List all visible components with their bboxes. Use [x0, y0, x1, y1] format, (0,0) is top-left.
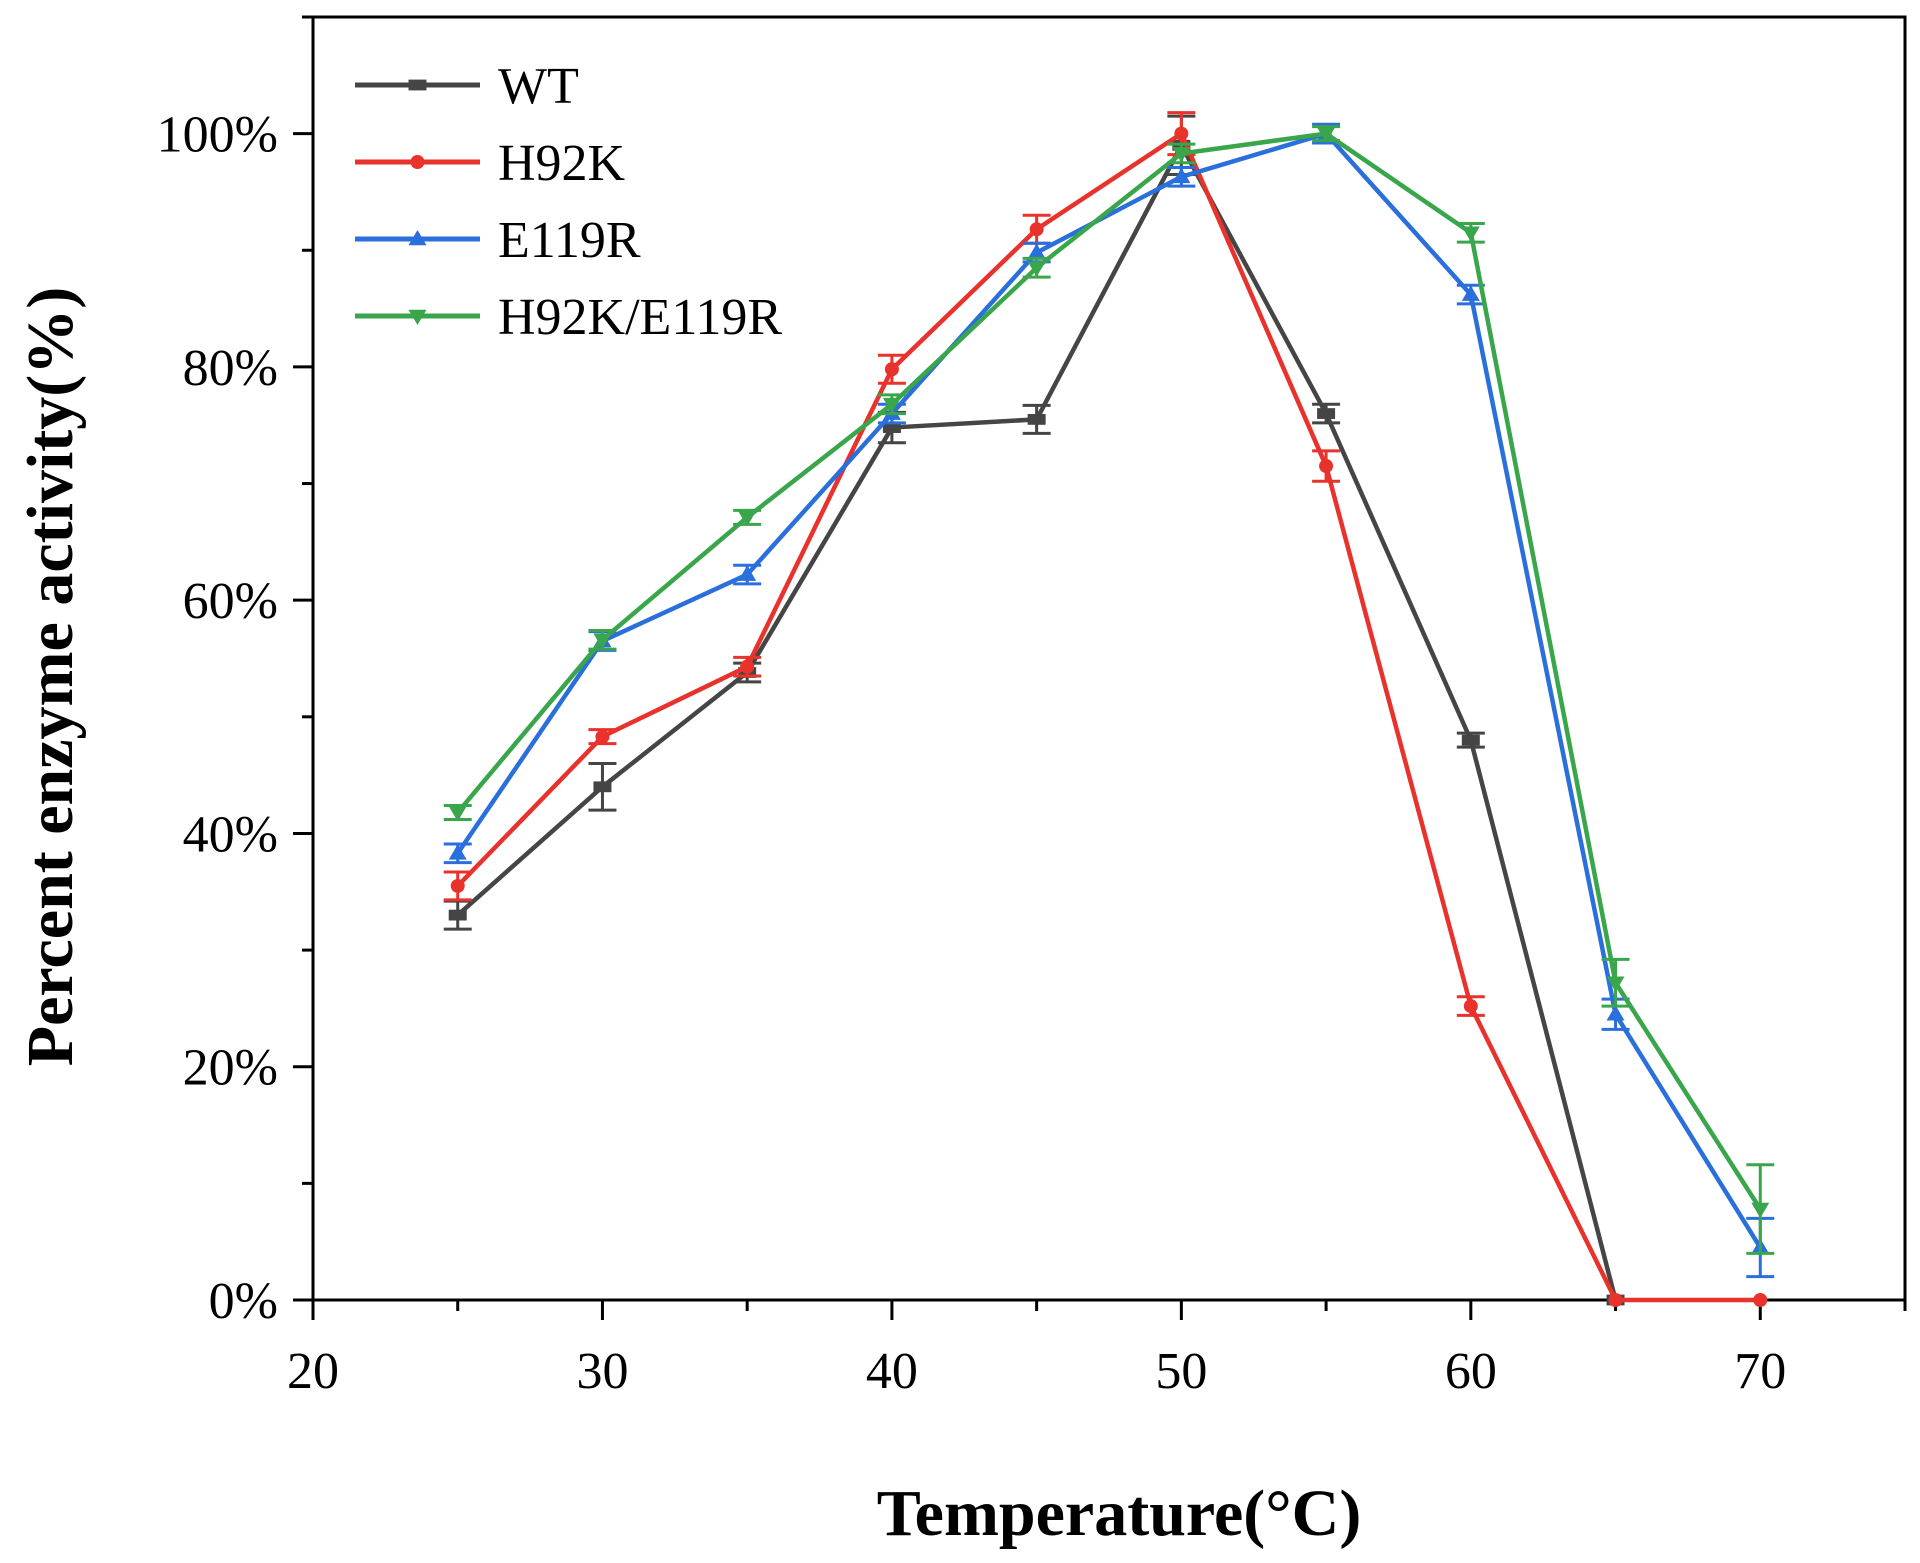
legend-item: E119R: [355, 212, 641, 269]
legend-label: H92K: [498, 135, 626, 192]
data-point: [1027, 413, 1046, 425]
data-point: [882, 422, 901, 433]
data-point: [1172, 147, 1191, 163]
series-line: [455, 131, 1763, 1249]
x-axis-title: Temperature(°C): [877, 1477, 1362, 1550]
legend: WT H92K E119R H92K/E119R: [355, 58, 782, 346]
y-tick-label: 40%: [183, 806, 278, 863]
y-tick-label: 60%: [183, 573, 278, 630]
series-layer: [443, 111, 1775, 1307]
series-line: [456, 131, 1763, 1211]
data-point: [1608, 1293, 1623, 1307]
legend-label: E119R: [498, 212, 641, 269]
data-point: [1753, 1293, 1768, 1307]
series-line: [456, 131, 1761, 1303]
x-tick-label: 60: [1445, 1343, 1497, 1400]
legend-marker: [408, 309, 427, 325]
data-point: [1461, 226, 1480, 242]
y-tick-label: 80%: [183, 340, 278, 397]
data-point: [740, 659, 755, 674]
data-point: [1027, 243, 1046, 259]
data-point: [738, 565, 757, 581]
x-tick-label: 70: [1734, 1343, 1786, 1400]
data-point: [1461, 734, 1480, 746]
data-point: [1751, 1202, 1770, 1219]
axes-frame: [311, 15, 1907, 1302]
y-tick-label: 100%: [157, 107, 278, 164]
legend-marker: [410, 155, 425, 169]
x-tick-label: 20: [287, 1343, 339, 1400]
x-tick-label: 50: [1155, 1343, 1207, 1400]
data-point: [1606, 1005, 1625, 1021]
legend-marker: [408, 230, 427, 246]
data-point: [450, 878, 465, 893]
legend-marker: [408, 79, 427, 91]
data-point: [1174, 126, 1189, 141]
data-point: [448, 909, 467, 921]
data-point: [448, 844, 467, 860]
series-h92k: [443, 111, 1768, 1307]
legend-item: H92K/E119R: [355, 289, 782, 346]
legend-item: WT: [355, 58, 579, 115]
data-point: [448, 806, 467, 822]
data-point: [1317, 127, 1336, 143]
data-point: [738, 511, 757, 527]
data-point: [1319, 459, 1334, 474]
data-point: [1606, 976, 1625, 992]
data-point: [1029, 222, 1044, 237]
x-tick-label: 40: [866, 1343, 918, 1400]
data-point: [1027, 261, 1046, 277]
data-point: [1317, 408, 1336, 419]
y-axis-title: Percent enzyme activity(%): [14, 287, 87, 1066]
x-tick-label: 30: [576, 1343, 628, 1400]
data-point: [1461, 285, 1480, 301]
data-point: [1463, 999, 1478, 1014]
data-point: [593, 633, 612, 649]
data-point: [882, 397, 901, 414]
data-point: [1172, 167, 1191, 184]
series-h92k-e119r: [443, 125, 1775, 1255]
axes: 20 30 40 50 60 70 0% 20% 40% 60% 80% 100%: [157, 15, 1907, 1400]
legend-label: H92K/E119R: [498, 289, 782, 346]
legend-item: H92K: [355, 135, 626, 192]
data-point: [884, 362, 899, 377]
data-point: [593, 781, 612, 793]
y-tick-label: 0%: [209, 1273, 278, 1330]
data-point: [595, 729, 610, 744]
legend-label: WT: [498, 58, 579, 115]
y-tick-label: 20%: [183, 1040, 278, 1097]
